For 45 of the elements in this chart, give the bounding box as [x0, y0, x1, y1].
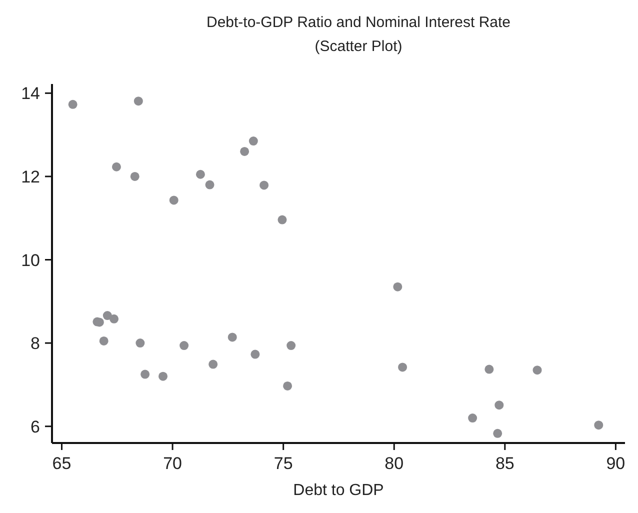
point — [278, 215, 287, 224]
x-axis-title: Debt to GDP — [293, 482, 384, 499]
y-tick-label: 8 — [30, 334, 40, 354]
point — [130, 172, 140, 181]
point — [532, 366, 542, 375]
point — [169, 196, 178, 205]
point — [250, 350, 260, 359]
x-tick-label: 80 — [384, 454, 404, 473]
point — [180, 341, 189, 350]
point — [158, 372, 168, 381]
point — [594, 420, 604, 430]
y-tick-label: 14 — [21, 84, 40, 104]
y-tick-label: 6 — [30, 417, 40, 436]
x-tick-label: 85 — [495, 454, 514, 473]
point — [393, 282, 402, 292]
point — [205, 180, 214, 190]
point — [102, 311, 112, 320]
x-tick-label: 65 — [52, 454, 72, 473]
point — [112, 162, 121, 172]
point — [283, 381, 292, 390]
point — [248, 136, 258, 146]
y-tick-label: 10 — [21, 250, 40, 270]
point — [286, 341, 296, 350]
point — [99, 336, 108, 346]
point — [494, 400, 504, 410]
point — [68, 100, 78, 109]
point — [196, 170, 205, 179]
x-tick-label: 90 — [606, 454, 626, 473]
point — [134, 96, 143, 106]
x-tick-label: 75 — [274, 454, 293, 473]
point — [240, 146, 250, 156]
chart-title: Debt-to-GDP Ratio and Nominal Interest Rate — [206, 14, 511, 31]
point — [484, 364, 494, 374]
y-tick-label: 12 — [21, 167, 40, 186]
point — [398, 362, 408, 372]
point — [208, 360, 218, 369]
point — [140, 370, 150, 379]
point — [260, 180, 269, 190]
point — [468, 414, 478, 423]
point — [110, 314, 119, 324]
point — [493, 428, 502, 438]
point — [136, 338, 145, 348]
point — [228, 332, 237, 342]
x-tick-label: 70 — [163, 454, 182, 473]
chart-subtitle: (Scatter Plot) — [314, 38, 402, 55]
